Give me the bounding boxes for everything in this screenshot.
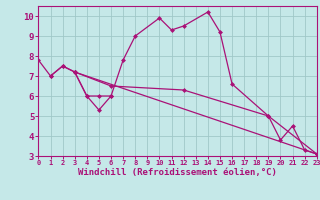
X-axis label: Windchill (Refroidissement éolien,°C): Windchill (Refroidissement éolien,°C) <box>78 168 277 177</box>
